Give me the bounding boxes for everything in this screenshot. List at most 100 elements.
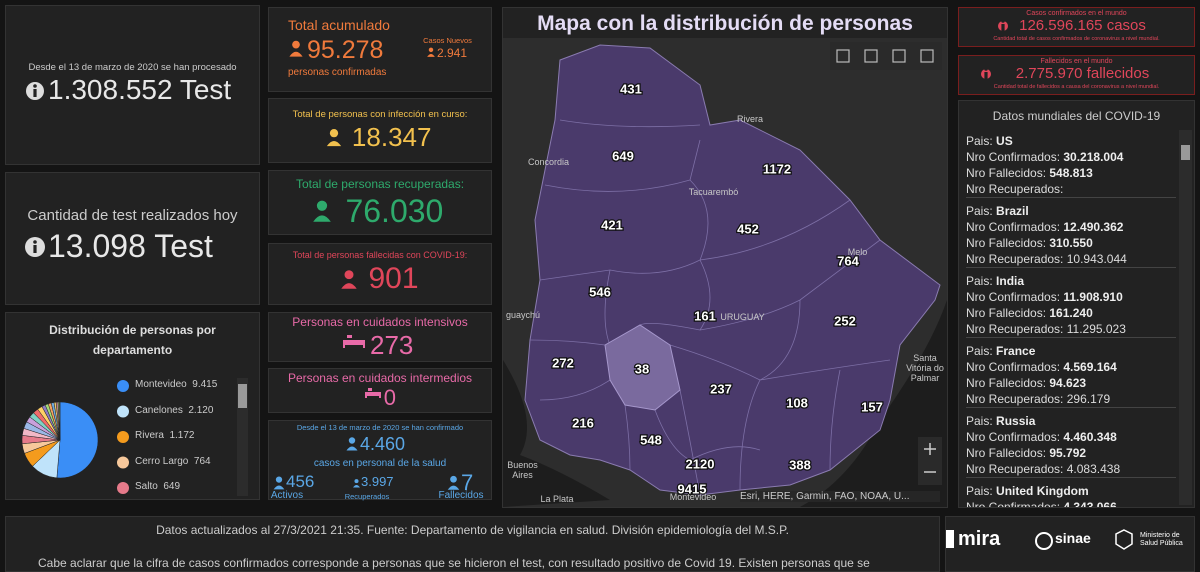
- row-line: Nro Confirmados: 4.460.348: [966, 429, 1176, 445]
- row-line: Nro Confirmados: 11.908.910: [966, 289, 1176, 305]
- person-icon: [341, 283, 357, 289]
- scrollbar: [237, 378, 248, 496]
- map-count: 548: [640, 432, 662, 447]
- map-count: 421: [601, 217, 623, 232]
- panel: [958, 7, 1195, 47]
- tool-button[interactable]: [920, 49, 934, 63]
- map-count: 2120: [686, 456, 715, 471]
- panel: [5, 516, 940, 572]
- field-label: Pais:: [966, 414, 993, 428]
- map-count: 649: [612, 148, 634, 163]
- field-label: Nro Fallecidos:: [966, 166, 1047, 180]
- field-value: 11.908.910: [1063, 290, 1123, 304]
- legend-item: Cerro Largo 764: [135, 456, 211, 467]
- panel: [268, 368, 492, 413]
- field-value: 4.569.164: [1063, 360, 1117, 374]
- panel: [958, 55, 1195, 95]
- country-row: Pais: Brazil Nro Confirmados: 12.490.362 N…: [966, 200, 1176, 268]
- info-icon: [33, 240, 37, 244]
- row-line: Nro Recuperados:: [966, 181, 1176, 197]
- logo: Ministerio de Salud Pública: [1140, 532, 1183, 547]
- card-title: Total acumulado: [288, 17, 390, 33]
- field-label: Pais:: [966, 484, 993, 498]
- field-label: Pais:: [966, 134, 993, 148]
- legend-item: Rivera 1.172: [135, 430, 195, 441]
- place-label: Buenos Aires: [507, 460, 538, 480]
- row-line: Nro Fallecidos: 310.550: [966, 235, 1176, 251]
- footer-text: Cabe aclarar que la cifra de casos confi…: [38, 556, 870, 570]
- legend-swatch: [117, 482, 129, 494]
- field-label: Nro Fallecidos:: [966, 376, 1047, 390]
- country-row: Pais: France Nro Confirmados: 4.569.164 Nr…: [966, 340, 1176, 408]
- row-line: Nro Recuperados: 4.083.438: [966, 461, 1176, 477]
- field-label: Nro Recuperados:: [966, 252, 1064, 266]
- bed-icon: [343, 335, 365, 348]
- logo-mark: [946, 530, 954, 548]
- panel: [945, 516, 1195, 572]
- panel: [268, 170, 492, 235]
- scrollbar: [1179, 130, 1192, 505]
- map-count: 1172: [763, 161, 791, 176]
- legend-value: 649: [163, 481, 181, 492]
- field-value: 548.813: [1049, 166, 1093, 180]
- map-count: 237: [710, 381, 732, 396]
- attribution: Esri, HERE, Garmin, FAO, NOAA, U...: [740, 491, 940, 502]
- country-row: Pais: United Kingdom Nro Confirmados: 4.3…: [966, 480, 1176, 507]
- tool-button[interactable]: [892, 49, 906, 63]
- person-icon: [354, 479, 359, 484]
- field-label: Nro Confirmados:: [966, 500, 1061, 507]
- field-label: Nro Recuperados:: [966, 182, 1064, 196]
- caption: Fallecidos en el mundo: [1040, 58, 1113, 65]
- caption: Desde el 13 de marzo de 2020 se han conf…: [296, 423, 464, 432]
- field-label: Pais:: [966, 204, 993, 218]
- scrollbar-thumb: [1181, 145, 1190, 160]
- logo: sinae: [1055, 530, 1091, 546]
- row-line: Pais: Brazil: [966, 203, 1176, 219]
- row-line: Nro Confirmados: 4.343.066: [966, 499, 1176, 507]
- map-count: 431: [620, 81, 642, 96]
- panel-title: Datos mundiales del COVID-19: [992, 109, 1161, 123]
- place-label: Montevideo: [669, 492, 717, 502]
- info-icon: [33, 89, 37, 97]
- department-border: [669, 344, 761, 381]
- map: [503, 38, 947, 507]
- place-label: Concordia: [528, 157, 570, 167]
- card-subtitle: Casos Nuevos: [423, 36, 472, 45]
- water: [800, 300, 947, 507]
- department-border: [529, 339, 606, 346]
- department-border: [829, 369, 841, 471]
- place-label: guaychú: [505, 310, 541, 320]
- field-label: Nro Recuperados:: [966, 322, 1064, 336]
- zoom-in[interactable]: [924, 443, 936, 455]
- field-label: Nro Confirmados:: [966, 430, 1061, 444]
- field-value: Russia: [996, 414, 1036, 428]
- row-line: Nro Recuperados: 296.179: [966, 391, 1176, 407]
- field-label: Pais:: [966, 344, 993, 358]
- tool-button[interactable]: [836, 49, 850, 63]
- stat-label: Activos: [270, 490, 304, 501]
- card-title: Total de personas recuperadas:: [295, 177, 465, 191]
- tool-button[interactable]: [864, 49, 878, 63]
- panel-border: [958, 7, 1195, 47]
- pie-slice: [56, 401, 99, 479]
- map-count: 764: [837, 253, 859, 268]
- panel: [268, 98, 492, 163]
- panel: [5, 172, 260, 305]
- map-count: 108: [786, 395, 808, 410]
- chart-title: Distribución de personas por departament…: [49, 323, 216, 357]
- person-icon: [346, 446, 358, 451]
- place-label: La Plata: [540, 494, 574, 504]
- caption: Cantidad de test realizados hoy: [27, 207, 238, 224]
- field-label: Nro Recuperados:: [966, 462, 1064, 476]
- country-row: Pais: India Nro Confirmados: 11.908.910 Nr…: [966, 270, 1176, 338]
- field-value: 94.623: [1049, 376, 1087, 390]
- department-border: [679, 389, 701, 496]
- field-label: Nro Fallecidos:: [966, 306, 1047, 320]
- legend-item: Salto 649: [135, 481, 180, 492]
- field-label: Pais:: [966, 274, 993, 288]
- legend-item: Canelones 2.120: [135, 405, 213, 416]
- card-subtitle: casos en personal de la salud: [313, 458, 447, 469]
- card-value: 901: [368, 262, 419, 295]
- field-label: Nro Fallecidos:: [966, 236, 1047, 250]
